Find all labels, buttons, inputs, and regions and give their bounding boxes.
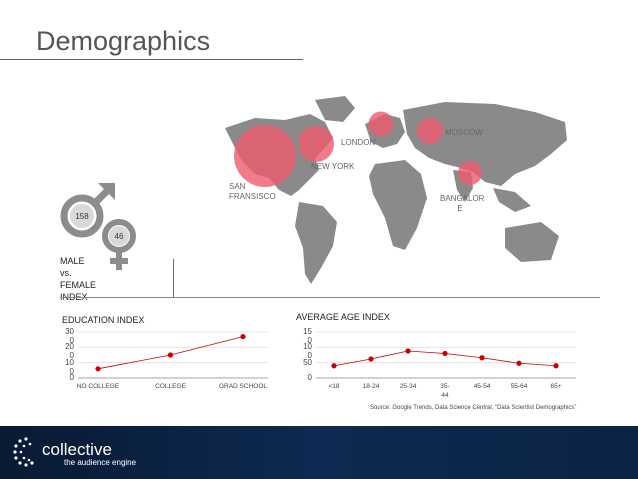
data-point	[553, 363, 559, 369]
data-point	[405, 348, 411, 354]
bubble-new-york	[298, 126, 334, 162]
data-point	[368, 356, 374, 362]
x-tick-label: <18	[328, 383, 340, 390]
asia-shape	[403, 102, 567, 186]
x-tick-label: 18-24	[362, 383, 380, 390]
y-tick-label: 30 0	[65, 327, 74, 345]
greenland-shape	[315, 96, 355, 122]
bubble-bangalore	[458, 161, 482, 185]
education-chart-title: EDUCATION INDEX	[62, 315, 145, 325]
page-title: Demographics	[36, 26, 211, 56]
y-tick-label: 20 0	[65, 342, 74, 361]
continents	[225, 96, 567, 284]
x-tick-label: 45-54	[473, 383, 491, 390]
x-tick-label: 55-64	[510, 383, 528, 390]
data-point	[479, 355, 485, 361]
city-label-san-fransisco: SAN FRANSISCO	[229, 182, 276, 201]
world-map	[225, 96, 567, 284]
y-tick-label: 10 0	[303, 342, 312, 361]
data-point	[167, 352, 174, 358]
data-point	[331, 363, 337, 369]
data-point	[516, 360, 522, 366]
y-tick-label: 0	[307, 373, 312, 382]
source-note: Source: Google Trends, Data Science Cent…	[370, 405, 577, 411]
gender-index-label: MALE vs. FEMALE INDEX	[60, 256, 97, 302]
x-tick-label: 35- 44	[440, 383, 450, 399]
male-symbol-icon	[60, 183, 115, 238]
bubble-london	[368, 111, 394, 137]
bubble-san-fransisco	[234, 125, 296, 187]
data-point	[240, 334, 246, 340]
data-point	[442, 350, 448, 357]
city-label-london: LONDON	[341, 138, 376, 147]
x-tick-label: 65+	[550, 383, 562, 390]
age-chart-title: AVERAGE AGE INDEX	[296, 312, 390, 322]
city-label-new-york: NEW YORK	[311, 162, 355, 171]
logo-tagline: the audience engine	[64, 458, 137, 467]
x-tick-label: GRAD SCHOOL	[218, 383, 268, 390]
bubble-moscow	[417, 118, 443, 144]
collective-logo-icon	[13, 437, 34, 467]
x-tick-label: COLLEGE	[155, 383, 186, 390]
africa-shape	[369, 160, 427, 250]
title-rule	[0, 59, 303, 60]
city-bubbles	[234, 111, 482, 187]
vertical-divider	[173, 259, 174, 297]
female-symbol-icon	[102, 219, 136, 270]
city-label-moscow: MOSCOW	[445, 128, 483, 137]
age-chart	[316, 331, 576, 379]
logo-wordmark: collective	[42, 440, 112, 459]
australia-shape	[505, 222, 559, 262]
southeast-asia-shape	[493, 188, 531, 212]
footer-bar	[0, 426, 638, 479]
horizontal-divider	[60, 297, 600, 298]
x-tick-label: 25-34	[399, 383, 417, 390]
female-count: 46	[114, 232, 124, 241]
y-tick-label: 10 0	[65, 357, 74, 376]
male-count: 158	[75, 212, 89, 221]
y-tick-label: 50	[303, 357, 312, 367]
y-tick-label: 0	[69, 373, 74, 382]
y-tick-label: 15 0	[303, 327, 312, 345]
data-point	[95, 366, 101, 372]
x-tick-label: NO COLLEGE	[76, 383, 120, 390]
city-label-bangalore: BANGALOR E	[440, 194, 485, 213]
education-chart	[78, 331, 268, 379]
south-america-shape	[295, 202, 337, 284]
